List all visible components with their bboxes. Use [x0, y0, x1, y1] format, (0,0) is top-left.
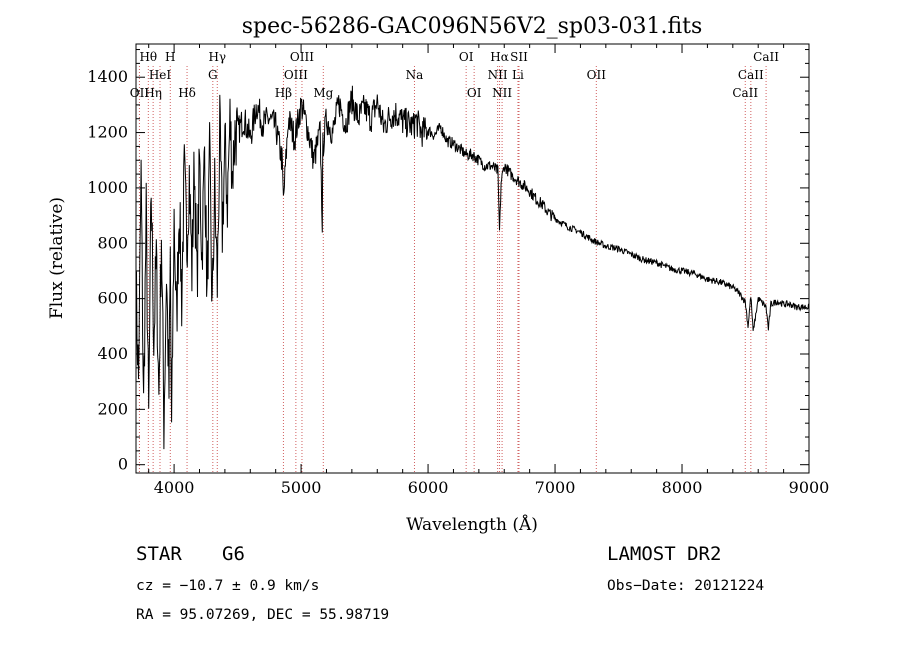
y-axis-label: Flux (relative)	[47, 197, 67, 319]
y-tick-label: 200	[97, 399, 128, 418]
line-label: SII	[510, 50, 528, 64]
x-tick-label: 9000	[789, 478, 830, 497]
obs-date-text: Obs−Date: 20121224	[607, 578, 764, 594]
y-tick-label: 600	[97, 289, 128, 308]
spectrum-line	[135, 85, 810, 450]
line-label: Hα	[490, 50, 509, 64]
line-label: OIII	[284, 68, 308, 82]
x-tick-label: 5000	[281, 478, 322, 497]
x-tick-label: 4000	[154, 478, 195, 497]
line-label: CaII	[732, 86, 758, 100]
line-label: Mg	[313, 86, 333, 100]
y-tick-label: 0	[118, 455, 128, 474]
x-axis-label: Wavelength (Å)	[406, 514, 538, 535]
line-label: Hδ	[178, 86, 196, 100]
y-tick-label: 800	[97, 233, 128, 252]
line-label: OIII	[290, 50, 314, 64]
y-axis-ticks: 0 200 400 600 800 1000 1200 1400	[87, 49, 809, 474]
subclass-label: G6	[222, 543, 245, 565]
redshift-text: cz = −10.7 ± 0.9 km/s	[136, 578, 319, 594]
chart-title: spec-56286-GAC096N56V2_sp03-031.fits	[242, 14, 703, 39]
y-tick-label: 1200	[87, 123, 128, 142]
line-label: Li	[512, 68, 524, 82]
x-tick-label: 6000	[408, 478, 449, 497]
line-label: HeI	[149, 68, 172, 82]
line-label: Hη	[144, 86, 162, 100]
class-label: STAR	[136, 543, 182, 565]
x-tick-label: 8000	[662, 478, 703, 497]
plot-frame	[135, 43, 810, 474]
x-axis-ticks: 4000 5000 6000 7000 8000 9000	[148, 44, 830, 497]
line-label: OI	[459, 50, 474, 64]
survey-label: LAMOST DR2	[607, 543, 721, 565]
line-label: G	[208, 68, 218, 82]
spectrum-series	[135, 85, 810, 450]
line-label: Hγ	[208, 50, 226, 64]
line-label: NII	[488, 68, 508, 82]
line-label: CaII	[738, 68, 764, 82]
line-label: Hθ	[139, 50, 157, 64]
y-tick-label: 1000	[87, 178, 128, 197]
x-tick-label: 7000	[535, 478, 576, 497]
line-label: H	[165, 50, 175, 64]
y-tick-label: 400	[97, 344, 128, 363]
line-label: OII	[130, 86, 150, 100]
line-label: Na	[406, 68, 424, 82]
line-label: OI	[467, 86, 482, 100]
line-label: NII	[492, 86, 512, 100]
y-tick-label: 1400	[87, 67, 128, 86]
coordinates-text: RA = 95.07269, DEC = 55.98719	[136, 607, 389, 623]
line-label: Hβ	[275, 86, 292, 100]
line-markers	[138, 66, 767, 473]
line-label: CaII	[753, 50, 779, 64]
line-label: OII	[587, 68, 607, 82]
